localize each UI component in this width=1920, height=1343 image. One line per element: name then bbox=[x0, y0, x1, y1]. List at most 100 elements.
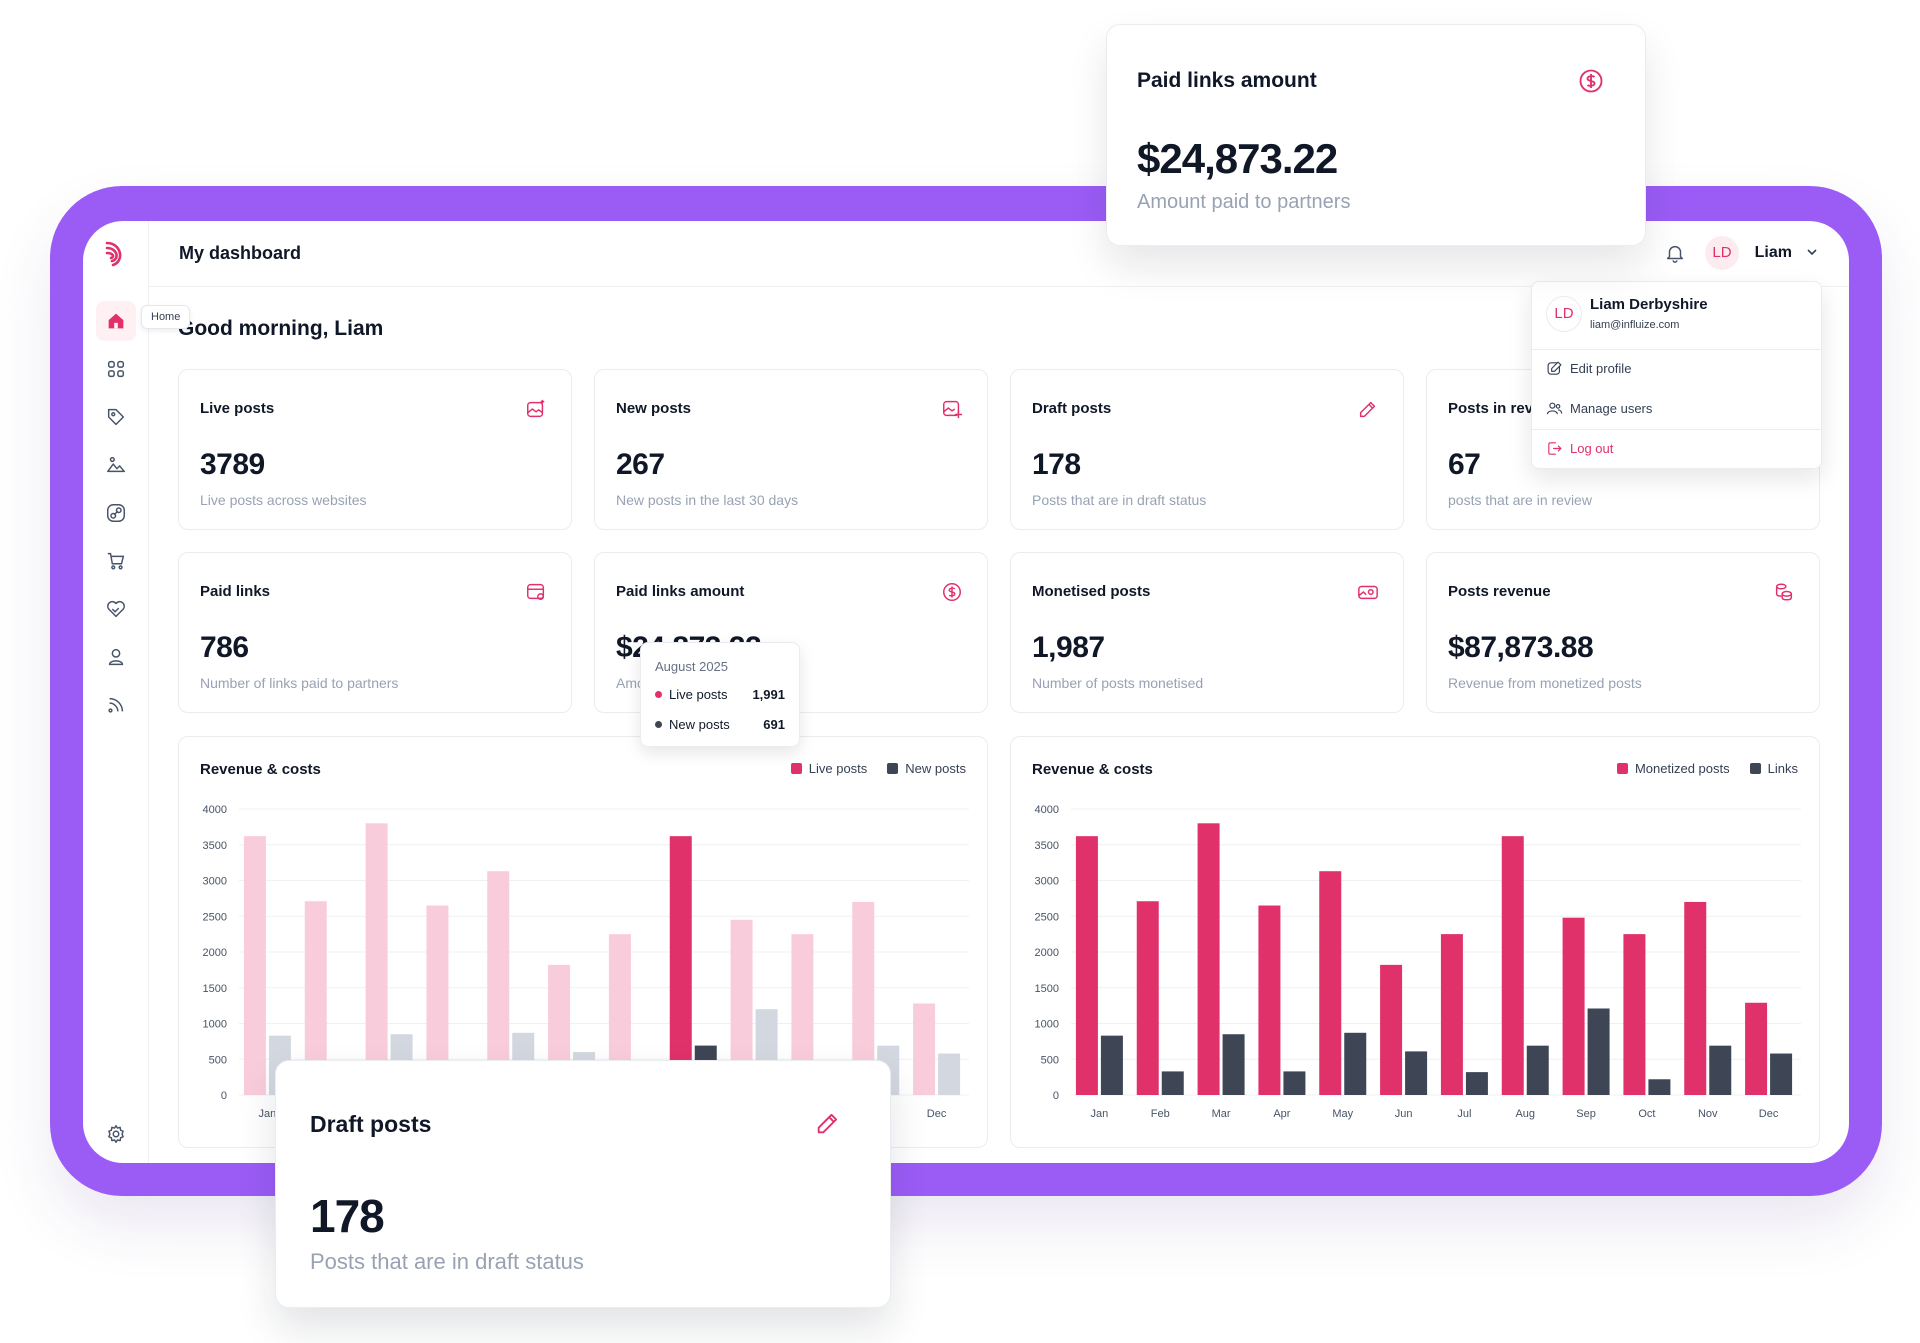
logo-icon bbox=[105, 241, 122, 267]
tooltip-date: August 2025 bbox=[655, 659, 729, 674]
rss-icon bbox=[108, 697, 124, 713]
user-name[interactable]: Liam bbox=[1754, 244, 1792, 261]
stat-title: Paid links amount bbox=[616, 583, 745, 600]
stat-card-paid-links[interactable]: Paid links 786 Number of links paid to p… bbox=[178, 552, 572, 713]
avatar[interactable]: LD bbox=[1705, 236, 1739, 270]
stat-title: Draft posts bbox=[1032, 400, 1112, 417]
y-tick-label: 4000 bbox=[1035, 804, 1059, 816]
x-tick-label: Jun bbox=[1395, 1108, 1413, 1120]
divider bbox=[1532, 349, 1821, 350]
edit-icon bbox=[1547, 361, 1562, 375]
stat-subtitle: Revenue from monetized posts bbox=[1448, 675, 1642, 691]
floating-card-value: 178 bbox=[310, 1190, 385, 1242]
menu-item-edit-profile[interactable]: Edit profile bbox=[1546, 357, 1807, 381]
x-tick-label: Jul bbox=[1457, 1108, 1471, 1120]
stat-value: 1,987 bbox=[1032, 631, 1105, 664]
bar-chart-right: 0 500 1000 1500 2000 2500 3000 3500 4000 Jan Feb Ma… bbox=[1035, 804, 1801, 1120]
legend-item[interactable]: Monetized posts bbox=[1616, 761, 1730, 776]
stat-card-live-posts[interactable]: Live posts 3789 Live posts across websit… bbox=[178, 369, 572, 530]
x-tick-label: Mar bbox=[1212, 1108, 1231, 1120]
stat-title: Posts in revi bbox=[1448, 400, 1538, 417]
x-tick-label: May bbox=[1332, 1108, 1353, 1120]
chart-legend: Live posts New posts bbox=[790, 761, 966, 776]
stat-title: Paid links bbox=[200, 583, 271, 600]
dollar-circle-icon bbox=[943, 583, 961, 601]
sidebar-item-links[interactable] bbox=[96, 493, 136, 533]
page-title: My dashboard bbox=[179, 243, 302, 263]
y-tick-label: 2500 bbox=[203, 911, 227, 923]
bar-oct-series-1 bbox=[1623, 934, 1646, 1095]
landscape-icon bbox=[107, 456, 125, 473]
bar-nov-series-1 bbox=[852, 901, 875, 1095]
chevron-down-icon[interactable] bbox=[1805, 245, 1819, 259]
image-sparkle-icon bbox=[527, 399, 545, 418]
bell-icon[interactable] bbox=[1664, 242, 1686, 264]
coins-icon bbox=[1775, 583, 1793, 601]
cart-icon bbox=[107, 552, 125, 570]
x-tick-label: Dec bbox=[1759, 1108, 1779, 1120]
y-tick-label: 1000 bbox=[203, 1019, 227, 1031]
bar-mar-series-1 bbox=[365, 823, 388, 1095]
bar-oct-series-2 bbox=[1648, 1079, 1671, 1095]
stat-subtitle: posts that are in review bbox=[1448, 492, 1592, 508]
settings-gear-icon[interactable] bbox=[105, 1123, 127, 1145]
stat-card-draft-posts[interactable]: Draft posts 178 Posts that are in draft … bbox=[1010, 369, 1404, 530]
sidebar-item-feeds[interactable] bbox=[96, 685, 136, 725]
bar-mar-series-1 bbox=[1197, 823, 1220, 1095]
chart-title: Revenue & costs bbox=[200, 761, 321, 778]
logout-icon bbox=[1548, 442, 1562, 455]
stat-value: $87,873.88 bbox=[1448, 631, 1594, 664]
legend-item[interactable]: Links bbox=[1749, 761, 1798, 776]
sidebar-item-tags[interactable] bbox=[96, 397, 136, 437]
bar-jul-series-1 bbox=[608, 934, 631, 1095]
menu-item-log-out[interactable]: Log out bbox=[1546, 437, 1807, 461]
sidebar-item-partners[interactable] bbox=[96, 589, 136, 629]
bar-apr-series-2 bbox=[1283, 1071, 1306, 1095]
stat-value: 178 bbox=[1032, 448, 1081, 481]
bar-nov-series-2 bbox=[1709, 1045, 1732, 1095]
bar-sep-series-2 bbox=[1587, 1008, 1610, 1095]
bar-aug-series-2 bbox=[1526, 1045, 1549, 1095]
legend-item[interactable]: Live posts bbox=[790, 761, 867, 776]
y-tick-label: 1000 bbox=[1035, 1019, 1059, 1031]
sidebar-item-media[interactable] bbox=[96, 445, 136, 485]
y-tick-label: 3000 bbox=[1035, 876, 1059, 888]
home-tooltip: Home bbox=[141, 305, 191, 329]
user-icon bbox=[108, 648, 124, 666]
tooltip-row-live: Live posts 1,991 bbox=[655, 687, 785, 702]
menu-item-manage-users[interactable]: Manage users bbox=[1546, 397, 1807, 421]
y-tick-label: 3000 bbox=[203, 876, 227, 888]
bar-dec-series-1 bbox=[913, 1003, 936, 1095]
stat-title: Posts revenue bbox=[1448, 583, 1551, 600]
tooltip-row-new: New posts 691 bbox=[655, 717, 785, 732]
stat-subtitle: Number of posts monetised bbox=[1032, 675, 1204, 691]
floating-card-draft-posts: Draft posts 178 Posts that are in draft … bbox=[275, 1060, 891, 1308]
sidebar-item-apps[interactable] bbox=[96, 349, 136, 389]
sidebar-item-shop[interactable] bbox=[96, 541, 136, 581]
bar-mar-series-2 bbox=[1222, 1034, 1245, 1095]
x-tick-label: Nov bbox=[1698, 1108, 1718, 1120]
stat-card-monetised-posts[interactable]: Monetised posts 1,987 Number of posts mo… bbox=[1010, 552, 1404, 713]
sidebar-item-users[interactable] bbox=[96, 637, 136, 677]
users-icon bbox=[1546, 402, 1563, 415]
user-email: liam@influize.com bbox=[1590, 319, 1680, 331]
floating-card-title: Paid links amount bbox=[1137, 69, 1317, 92]
bar-feb-series-1 bbox=[1136, 901, 1159, 1095]
sidebar-item-home[interactable] bbox=[96, 301, 136, 341]
stat-value: 67 bbox=[1448, 448, 1481, 481]
floating-card-title: Draft posts bbox=[310, 1111, 432, 1137]
y-tick-label: 2500 bbox=[1035, 911, 1059, 923]
legend-item[interactable]: New posts bbox=[887, 761, 966, 776]
browser-link-icon bbox=[527, 583, 545, 601]
y-tick-label: 500 bbox=[209, 1054, 227, 1066]
stat-title: New posts bbox=[616, 400, 692, 417]
stat-card-new-posts[interactable]: New posts 267 New posts in the last 30 d… bbox=[594, 369, 988, 530]
bar-jun-series-2 bbox=[1405, 1051, 1428, 1095]
money-image-icon bbox=[1358, 585, 1378, 600]
stat-card-posts-revenue[interactable]: Posts revenue $87,873.88 Revenue from mo… bbox=[1426, 552, 1820, 713]
bar-sep-series-1 bbox=[1562, 917, 1585, 1095]
floating-card-value: $24,873.22 bbox=[1137, 135, 1338, 182]
bar-may-series-1 bbox=[487, 871, 510, 1095]
stat-value: 786 bbox=[200, 631, 249, 664]
pencil-icon bbox=[1359, 401, 1376, 418]
